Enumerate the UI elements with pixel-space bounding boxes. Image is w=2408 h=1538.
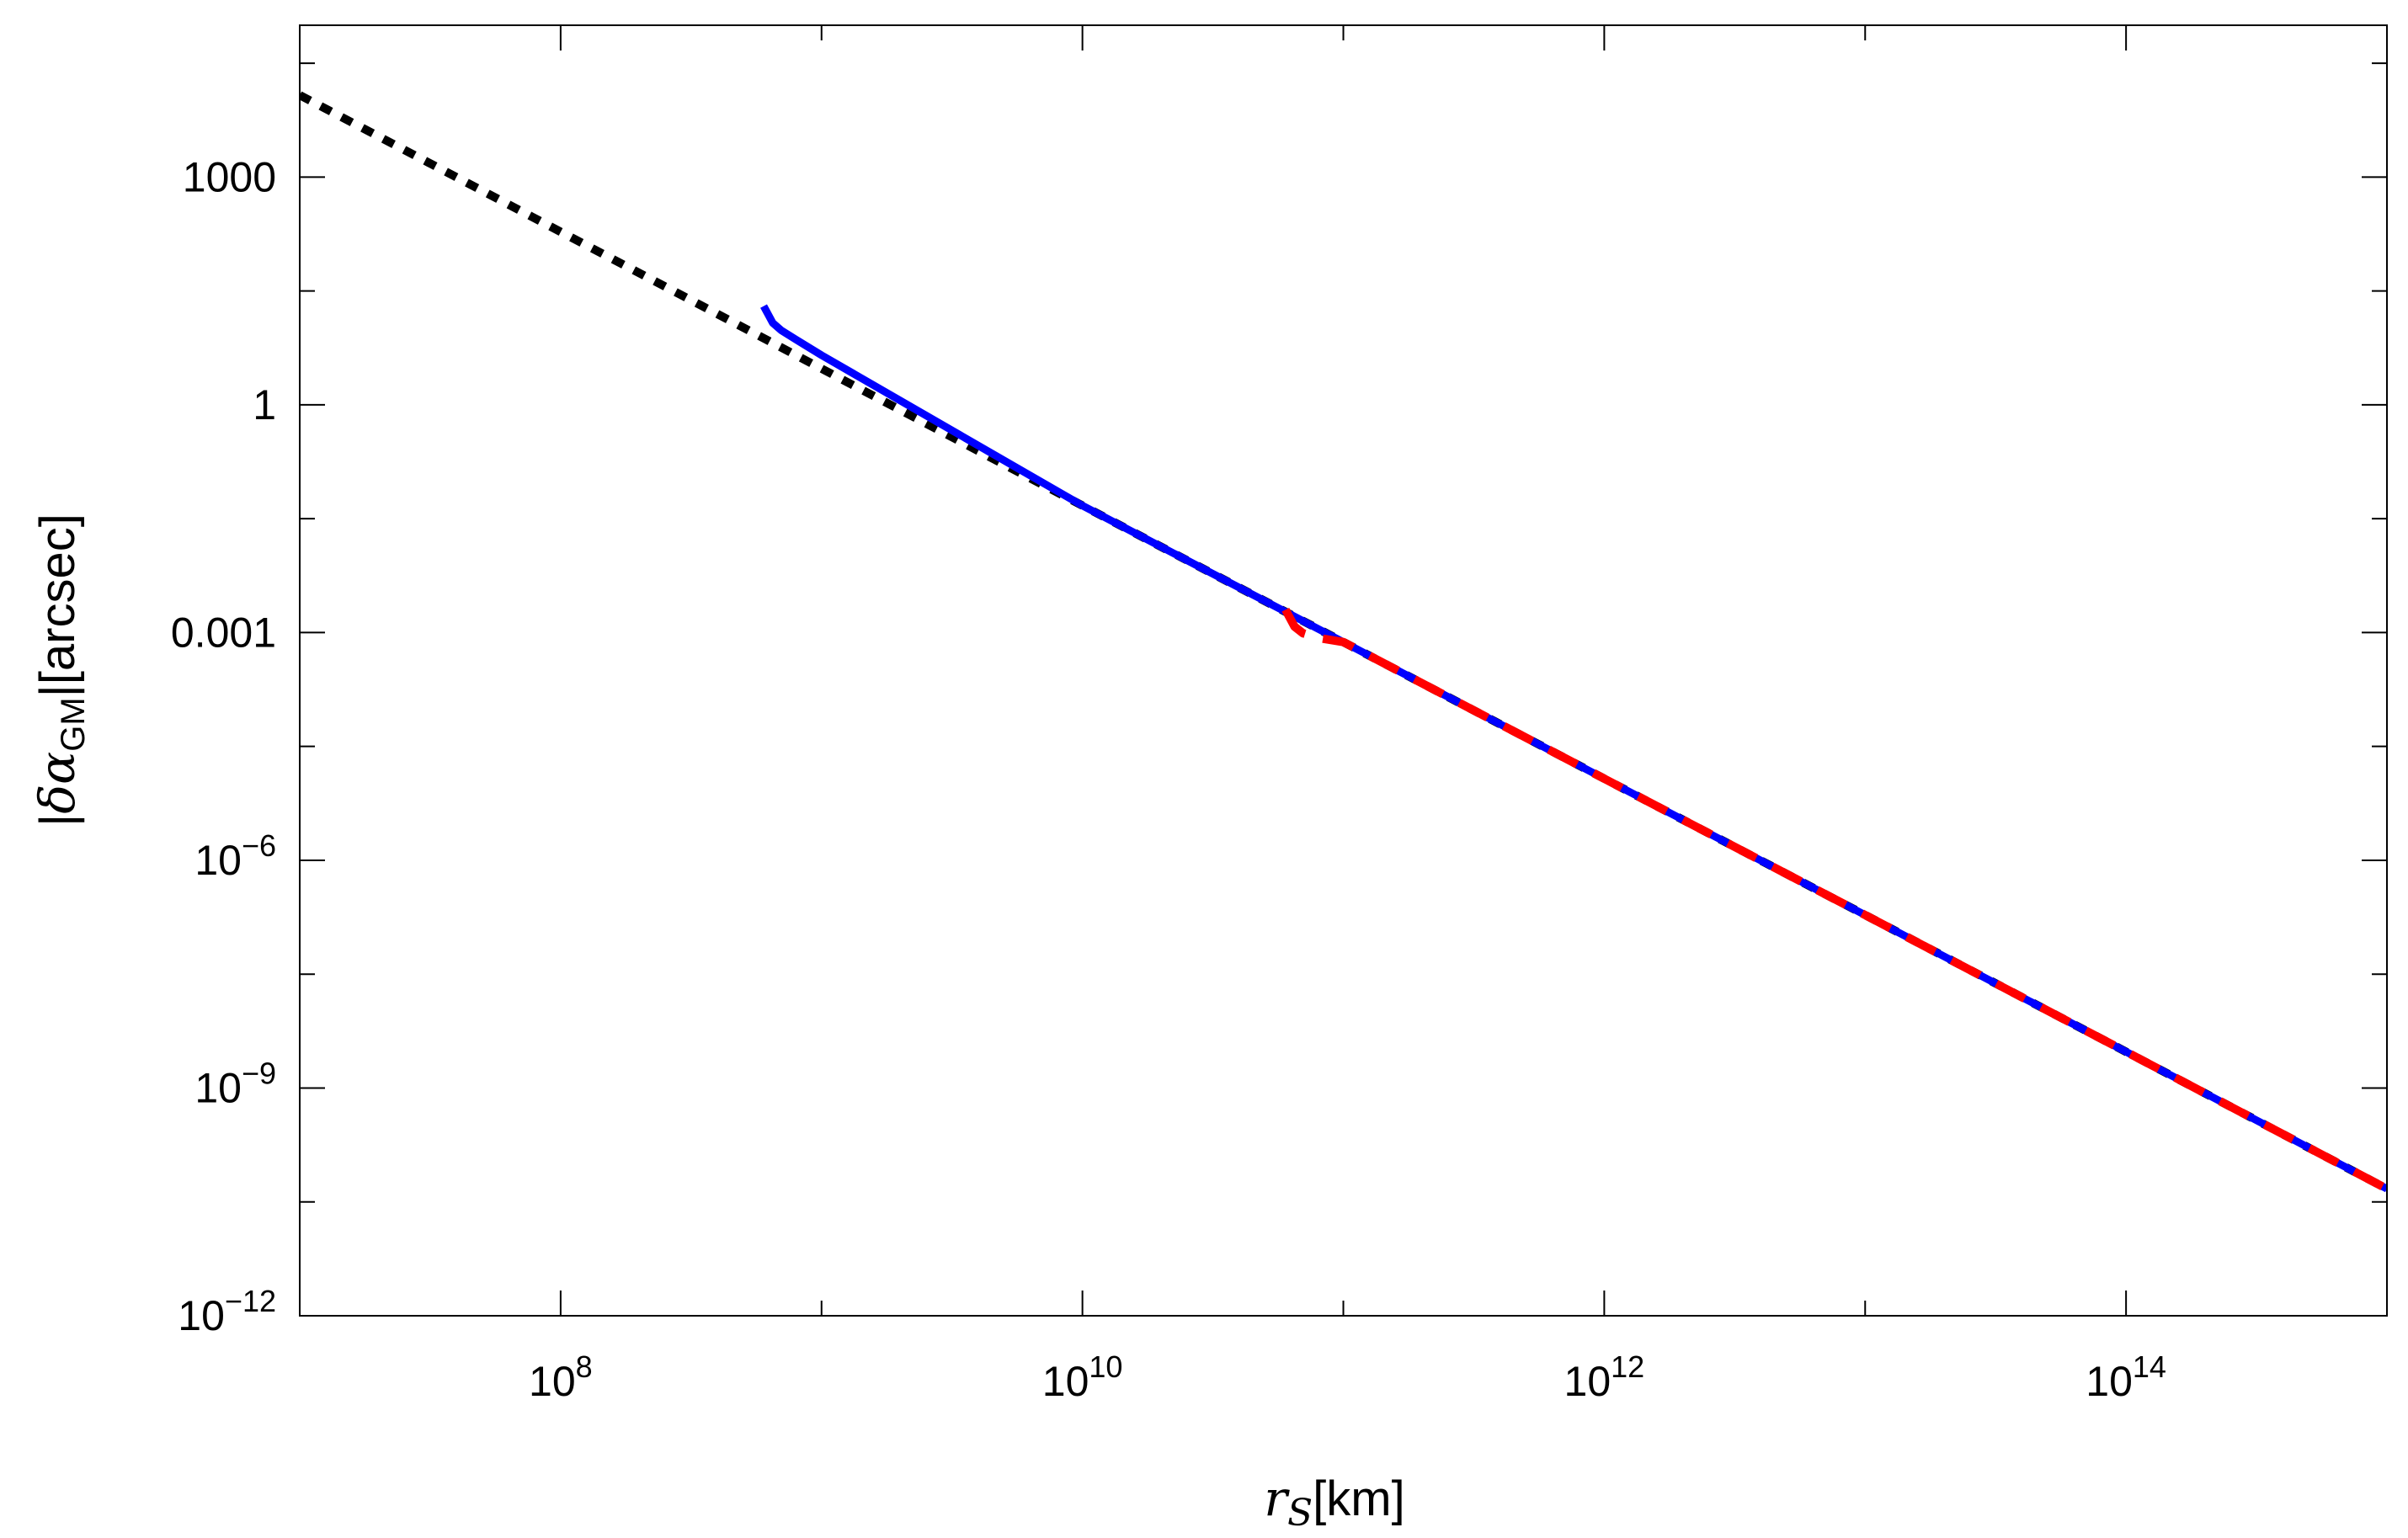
tick-labels: 108 1010 1012 1014 1000 1 0.001 10−6 10−9 10−12 (171, 153, 2166, 1405)
y-tick-label: 1 (253, 381, 276, 428)
y-tick-label: 1000 (183, 153, 276, 200)
x-tick-label: 1012 (1564, 1349, 1645, 1405)
y-axis-title: |δαGM|[arcsec] (29, 514, 92, 827)
y-tick-label: 10−9 (194, 1056, 276, 1111)
series-red-dashed-line (1281, 607, 2387, 1193)
x-tick-label: 1010 (1042, 1349, 1123, 1405)
plot-frame (299, 24, 2388, 1317)
x-tick-label: 108 (529, 1349, 593, 1405)
x-tick-label: 1014 (2086, 1349, 2166, 1405)
y-tick-label: 10−6 (194, 828, 276, 884)
series-group (300, 91, 2387, 1193)
y-tick-label: 0.001 (171, 609, 276, 656)
x-axis-title: rS[km] (1264, 1470, 1404, 1535)
y-tick-label: 10−12 (178, 1284, 276, 1339)
axis-ticks (299, 25, 2388, 1317)
